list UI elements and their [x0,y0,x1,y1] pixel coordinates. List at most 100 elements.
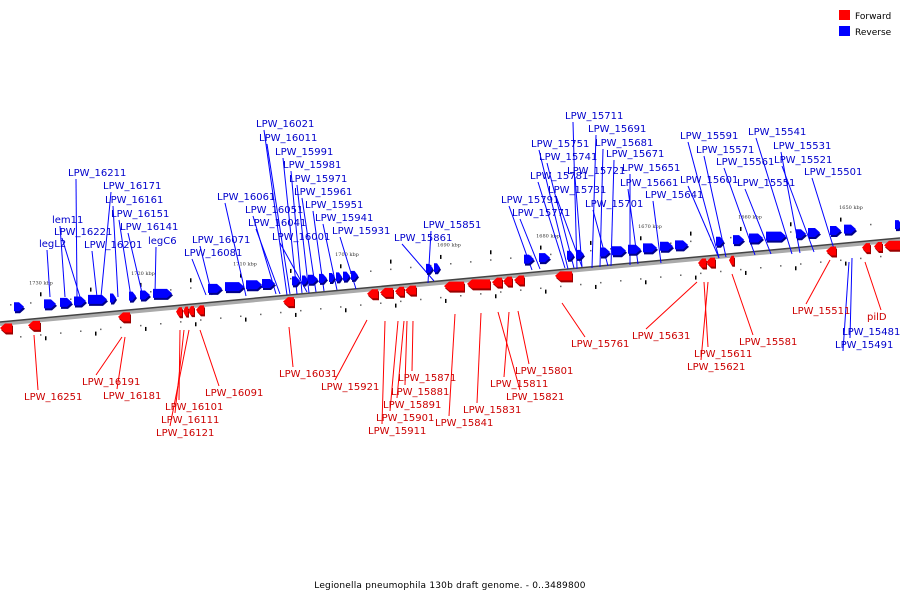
gene-leader [849,257,853,339]
axis-tick-label: 1650 kbp [839,205,863,211]
gene-label: LPW_16021 [256,119,314,130]
gene-leader [404,320,408,386]
gene-label: LPW_15491 [835,340,893,351]
gene-label: LPW_16151 [111,209,169,220]
gene-leader [116,336,126,390]
forward-gene-arrow [283,297,294,307]
axis-dot [70,298,72,300]
axis-dot [460,295,462,297]
gene-label: LPW_15711 [565,111,623,122]
gene-leader [282,157,298,295]
axis-dot [40,334,42,336]
gene-label: LPW_15991 [275,147,333,158]
axis-mark [145,326,147,331]
axis-dot [490,259,492,261]
reverse-gene-arrow [292,276,300,286]
axis-dot [880,255,882,258]
gene-leader [476,312,482,404]
gene-label: LPW_15521 [774,155,832,166]
axis-dot [290,277,292,280]
gene-leader [255,228,281,295]
axis-dot [720,270,722,273]
gene-leader [731,273,754,336]
gene-label: LPW_15501 [804,167,862,178]
gene-leader [46,249,51,298]
gene-leader [744,188,772,255]
axis-mark [745,270,747,275]
reverse-gene-arrow [675,240,688,250]
gene-leader [572,121,578,270]
gene-leader [411,320,414,372]
axis-dot [20,336,22,338]
gene-label: LPW_15781 [530,171,588,182]
gene-leader [199,329,220,387]
axis-dot [760,267,762,269]
legend-reverse: Reverse [855,28,892,38]
gene-label: LPW_15971 [289,174,347,185]
axis-dot [610,248,612,250]
gene-label: LPW_15811 [490,379,548,390]
reverse-gene-arrow [524,254,534,264]
forward-gene-arrow [28,320,40,330]
gene-label: LPW_15831 [463,405,521,416]
axis-dot [360,304,362,306]
axis-tick-label: 1690 kbp [437,243,461,249]
gene-leader [112,205,119,298]
forward-gene-arrow [706,257,715,267]
axis-dot [730,236,732,239]
axis-dot [440,296,442,299]
gene-leader [599,148,604,268]
reverse-gene-arrow [749,233,763,243]
forward-gene-arrow [118,312,130,322]
axis-dot [450,263,452,265]
reverse-gene-arrow [336,272,342,282]
gene-label: LPW_15511 [792,306,850,317]
axis-mark [790,222,792,227]
axis-mark [290,268,292,273]
gene-label: LPW_15851 [423,220,481,231]
reverse-gene-arrow [302,275,308,285]
reverse-gene-arrow [844,224,856,234]
gene-leader [700,281,709,361]
gene-leader [561,302,586,338]
gene-label: LPW_16071 [192,235,250,246]
forward-gene-arrow [467,279,490,289]
reverse-gene-arrow [796,229,806,239]
gene-label: LPW_15801 [515,366,573,377]
axis-mark [190,278,192,283]
axis-dot [860,257,862,260]
gene-label: LPW_15941 [315,213,373,224]
gene-label: LPW_16121 [156,428,214,439]
forward-gene-arrow [862,243,870,253]
forward-swatch [839,10,850,20]
gene-leader [687,185,720,259]
gene-label: LPW_15691 [588,124,646,135]
gene-leader [334,319,368,381]
gene-label: LPW_15541 [748,127,806,138]
gene-leader [864,261,882,311]
forward-gene-arrow [729,255,734,265]
gene-label: LPW_16051 [245,205,303,216]
forward-gene-arrow [698,258,706,268]
gene-label: LPW_15961 [294,187,352,198]
gene-label: LPW_15561 [716,157,774,168]
axis-tick-label: 1670 kbp [638,224,662,230]
gene-label: legL2 [39,239,66,250]
gene-label: LPW_15721 [567,166,625,177]
axis-mark [195,322,197,327]
reverse-gene-arrow [246,280,262,290]
reverse-gene-arrow [74,296,86,306]
axis-mark [740,226,742,231]
gene-label: LPW_15531 [773,141,831,152]
gene-labels: LPW_16211 LPW_16171 LPW_16161 lem11 LPW_1615… [24,111,900,439]
gene-leader [61,237,81,298]
gene-label: LPW_16091 [205,388,263,399]
gene-label: LPW_15621 [687,362,745,373]
axis-dot [700,272,702,275]
reverse-gene-arrow [14,302,24,312]
axis-dot [590,249,592,252]
reverse-gene-arrow [351,270,358,280]
legend-forward: Forward [855,12,891,22]
gene-leader [127,232,144,298]
reverse-gene-arrow [434,263,440,273]
